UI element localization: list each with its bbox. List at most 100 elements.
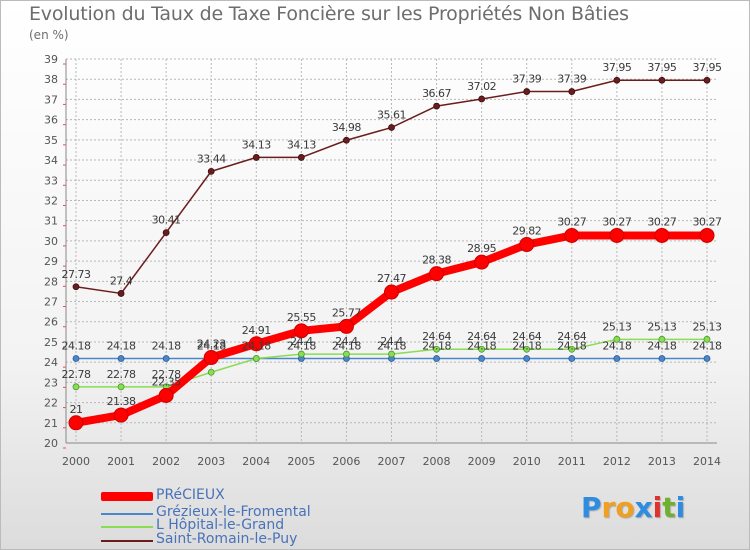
data-point-precieux <box>654 227 670 243</box>
data-point-precieux <box>338 318 354 334</box>
legend-label-precieux: PRéCIEUX <box>156 487 225 503</box>
data-point-precieux <box>158 388 174 404</box>
y-tick-label: 38 <box>44 73 58 86</box>
data-label-precieux: 22.35 <box>152 376 181 389</box>
data-label-hopital: 25.13 <box>647 320 676 333</box>
data-label-precieux: 21.38 <box>107 395 136 408</box>
y-tick-label: 25 <box>44 336 58 349</box>
x-tick-label: 2008 <box>423 455 451 468</box>
data-point-precieux <box>113 407 129 423</box>
data-labels: 27.73 27.4 30.41 33.44 34.13 34.13 34.98 35.61 3… <box>62 61 723 416</box>
data-point-grezieux <box>72 355 80 362</box>
data-label-grezieux: 24.18 <box>512 340 541 353</box>
data-point-hopital <box>613 335 621 343</box>
data-label-precieux: 30.27 <box>693 215 722 228</box>
data-label-saint-romain: 34.98 <box>332 121 361 134</box>
data-label-precieux: 28.95 <box>467 242 496 255</box>
data-label-saint-romain: 37.95 <box>693 61 722 74</box>
data-point-hopital <box>117 383 125 391</box>
data-label-saint-romain: 27.4 <box>110 274 133 287</box>
data-label-saint-romain: 37.39 <box>512 73 541 86</box>
x-tick-label: 2000 <box>62 455 90 468</box>
data-label-hopital: 24.64 <box>467 330 496 343</box>
data-label-precieux: 30.27 <box>647 215 676 228</box>
y-tick-label: 24 <box>44 356 58 369</box>
legend-label-saint-romain: Saint-Romain-le-Puy <box>156 531 298 547</box>
data-point-grezieux <box>117 355 125 362</box>
x-tick-label: 2003 <box>197 455 225 468</box>
data-label-grezieux: 24.18 <box>242 340 271 353</box>
data-point-hopital <box>343 350 350 358</box>
data-label-precieux: 24.23 <box>197 338 226 351</box>
data-label-hopital: 22.78 <box>107 368 136 381</box>
data-label-grezieux: 24.18 <box>422 340 451 353</box>
data-label-hopital: 22.78 <box>62 368 91 381</box>
data-point-grezieux <box>523 355 531 362</box>
data-point-grezieux <box>433 355 440 362</box>
data-point-hopital <box>703 335 711 343</box>
data-label-saint-romain: 35.61 <box>377 109 406 122</box>
y-tick-label: 37 <box>44 93 58 106</box>
x-tick-label: 2009 <box>468 455 496 468</box>
x-tick-label: 2012 <box>603 455 631 468</box>
y-tick-label: 22 <box>44 397 58 410</box>
data-label-grezieux: 24.18 <box>693 340 722 353</box>
data-label-saint-romain: 37.95 <box>602 61 631 74</box>
data-label-grezieux: 24.18 <box>197 340 226 353</box>
data-label-saint-romain: 36.67 <box>422 87 451 100</box>
data-point-precieux <box>564 227 580 243</box>
data-label-grezieux: 24.18 <box>602 340 631 353</box>
data-label-saint-romain: 37.39 <box>557 73 586 86</box>
logo-letter: x <box>634 491 653 524</box>
legend-label-hopital: L Hôpital-le-Grand <box>156 517 285 533</box>
x-tick-label: 2007 <box>378 455 406 468</box>
data-label-precieux: 30.27 <box>557 215 586 228</box>
y-tick-label: 26 <box>44 316 58 329</box>
x-tick-label: 2004 <box>242 455 270 468</box>
x-tick-label: 2013 <box>648 455 676 468</box>
data-label-saint-romain: 37.02 <box>467 80 496 93</box>
x-tick-label: 2014 <box>693 455 721 468</box>
logo-letter: i <box>652 491 663 524</box>
data-label-precieux: 24.91 <box>242 324 271 337</box>
data-point-saint-romain <box>297 154 305 161</box>
y-tick-label: 31 <box>44 215 58 228</box>
logo-letter: t <box>662 491 676 524</box>
logo-letter: r <box>601 491 616 524</box>
y-tick-label: 30 <box>44 235 58 248</box>
x-tick-label: 2006 <box>332 455 360 468</box>
data-point-saint-romain <box>72 283 80 291</box>
proxiti-logo: Proxiti <box>581 491 685 524</box>
legend-swatch-grezieux <box>101 513 153 515</box>
data-point-precieux <box>609 227 625 243</box>
legend-swatch-precieux <box>101 492 153 501</box>
data-point-saint-romain <box>478 95 486 103</box>
y-axis: 20 21 22 23 24 25 26 27 28 29 30 31 32 33 34 35 36 37 38 39 <box>44 53 67 450</box>
data-point-precieux <box>203 350 219 366</box>
data-label-hopital: 24.4 <box>290 335 313 348</box>
data-label-hopital: 22.78 <box>152 368 181 381</box>
logo-letter: o <box>615 491 635 524</box>
data-point-saint-romain <box>433 102 440 110</box>
data-point-grezieux <box>478 355 486 362</box>
data-point-saint-romain <box>703 76 711 84</box>
data-point-grezieux <box>703 355 711 362</box>
data-point-hopital <box>252 355 260 362</box>
y-unit-label: (en %) <box>29 28 69 42</box>
data-label-saint-romain: 34.13 <box>242 138 271 151</box>
data-point-grezieux <box>613 355 621 362</box>
x-axis: 2000 2001 2002 2003 2004 2005 2006 2007 2008 2009… <box>62 442 721 468</box>
y-tick-label: 35 <box>44 134 58 147</box>
data-point-hopital <box>207 368 215 376</box>
data-label-saint-romain: 30.41 <box>152 214 181 227</box>
x-tick-label: 2010 <box>513 455 541 468</box>
data-label-hopital: 24.64 <box>422 330 451 343</box>
data-label-hopital: 24.4 <box>335 335 358 348</box>
legend-swatch-hopital <box>101 526 153 528</box>
data-point-saint-romain <box>658 76 666 84</box>
data-point-hopital <box>658 335 666 343</box>
data-point-saint-romain <box>117 290 125 297</box>
y-tick-label: 27 <box>44 296 58 309</box>
data-label-hopital: 24.64 <box>512 330 541 343</box>
